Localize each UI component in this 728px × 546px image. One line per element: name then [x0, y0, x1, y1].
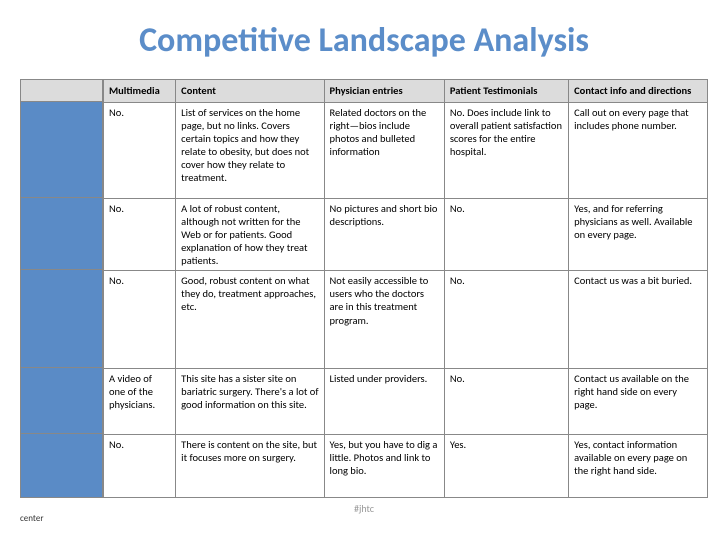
th-multimedia: Multimedia [104, 80, 176, 102]
cell-contact: Yes, and for referring physicians as wel… [569, 198, 707, 271]
cell-contact: Contact us was a bit buried. [569, 271, 707, 369]
analysis-table: Multimedia Content Physician entries Pat… [20, 79, 708, 498]
table-row: No. There is content on the site, but it… [104, 435, 708, 497]
left-header-blank [21, 80, 102, 102]
cell-patient: No. [444, 271, 568, 369]
cell-content: Good, robust content on what they do, tr… [176, 271, 324, 369]
th-content: Content [176, 80, 324, 102]
table-row: A video of one of the physicians. This s… [104, 369, 708, 435]
cell-patient: No. [444, 198, 568, 271]
footer-tag: #jhtc [20, 502, 708, 515]
cell-multimedia: No. [104, 435, 176, 497]
table-row: No. Good, robust content on what they do… [104, 271, 708, 369]
th-contact: Contact info and directions [569, 80, 707, 102]
cell-patient: No. [444, 369, 568, 435]
table-header-row: Multimedia Content Physician entries Pat… [104, 80, 708, 102]
cell-physician: Listed under providers. [324, 369, 444, 435]
cell-physician: Related doctors on the right—bios includ… [324, 102, 444, 198]
left-row-3 [21, 270, 102, 368]
main-table: Multimedia Content Physician entries Pat… [103, 80, 707, 497]
cell-physician: No pictures and short bio descriptions. [324, 198, 444, 271]
cell-patient: No. Does include link to overall patient… [444, 102, 568, 198]
left-row-1 [21, 102, 102, 198]
cell-content: A lot of robust content, although not wr… [176, 198, 324, 271]
cell-patient: Yes. [444, 435, 568, 497]
cell-multimedia: No. [104, 102, 176, 198]
th-physician: Physician entries [324, 80, 444, 102]
cell-content: List of services on the home page, but n… [176, 102, 324, 198]
left-row-5 [21, 434, 102, 496]
th-patient: Patient Testimonials [444, 80, 568, 102]
cell-contact: Call out on every page that includes pho… [569, 102, 707, 198]
left-row-4 [21, 368, 102, 434]
table-row: No. List of services on the home page, b… [104, 102, 708, 198]
cell-contact: Yes, contact information available on ev… [569, 435, 707, 497]
cell-multimedia: No. [104, 198, 176, 271]
cell-multimedia: No. [104, 271, 176, 369]
table-left-sidebar [21, 80, 103, 497]
cell-multimedia: A video of one of the physicians. [104, 369, 176, 435]
left-row-2 [21, 198, 102, 270]
cell-content: This site has a sister site on bariatric… [176, 369, 324, 435]
table-row: No. A lot of robust content, although no… [104, 198, 708, 271]
cell-physician: Yes, but you have to dig a little. Photo… [324, 435, 444, 497]
cell-contact: Contact us available on the right hand s… [569, 369, 707, 435]
left-bottom-label: center [20, 513, 43, 524]
cell-content: There is content on the site, but it foc… [176, 435, 324, 497]
page-title: Competitive Landscape Analysis [20, 20, 708, 61]
table-body: No. List of services on the home page, b… [104, 102, 708, 497]
cell-physician: Not easily accessible to users who the d… [324, 271, 444, 369]
